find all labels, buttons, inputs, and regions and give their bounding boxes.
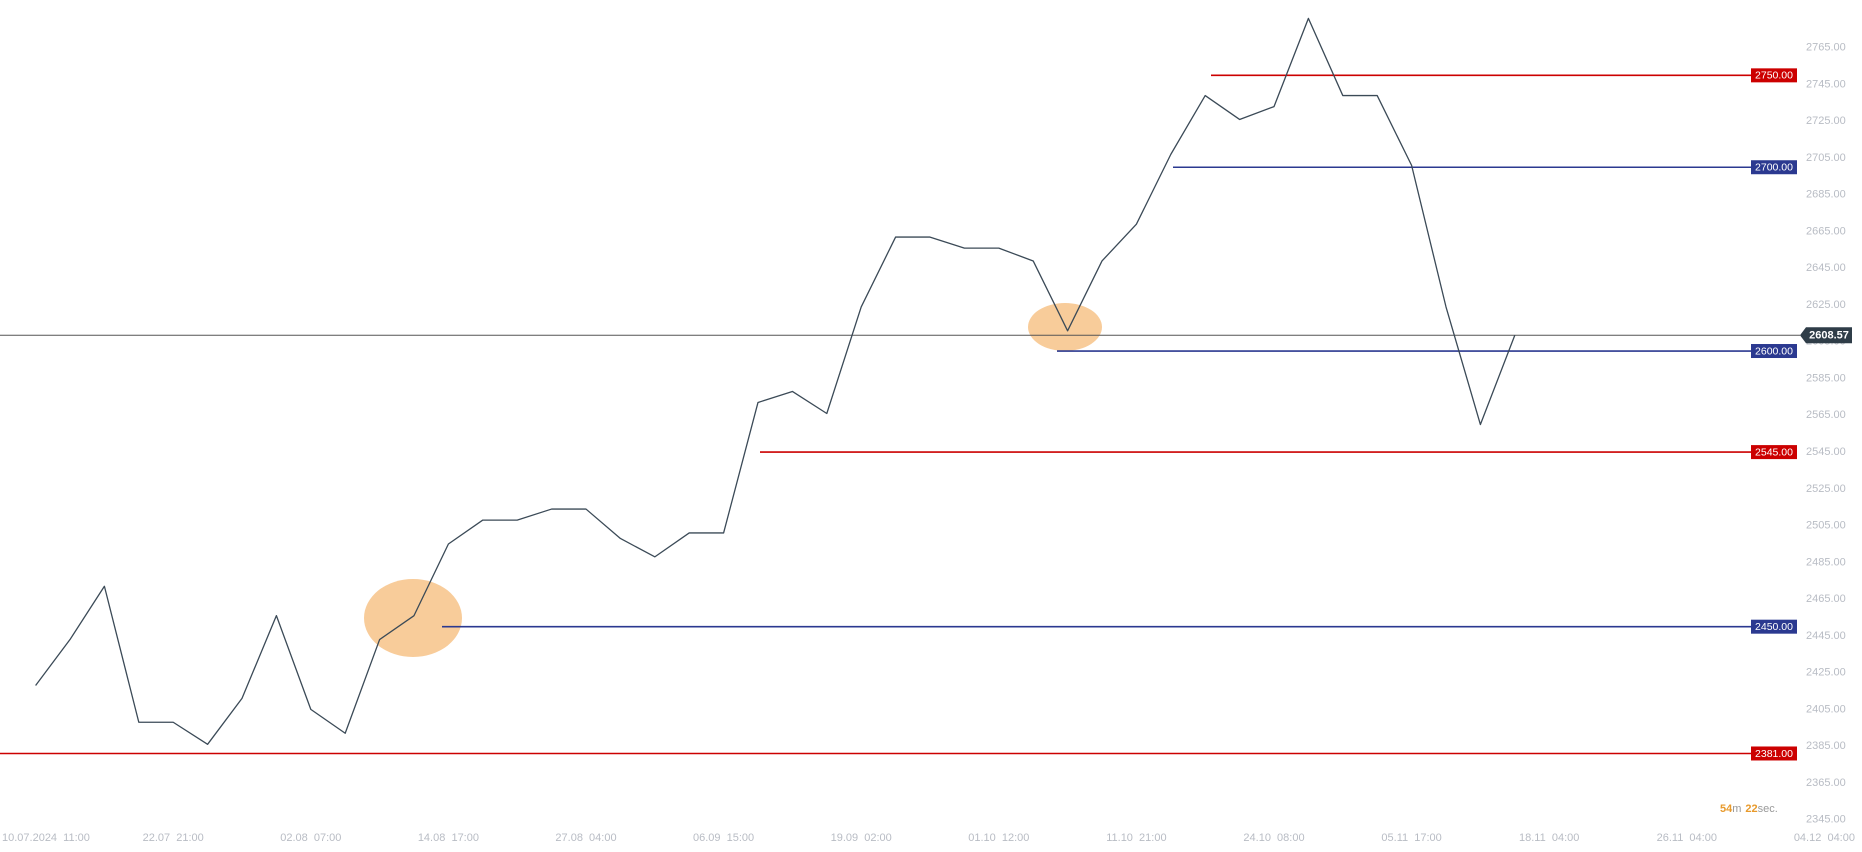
x-tick-label: 22.07 21:00 [143, 832, 204, 844]
x-tick-label: 26.11 04:00 [1657, 832, 1717, 844]
y-tick-label: 2705.00 [1806, 152, 1846, 164]
y-tick-label: 2385.00 [1806, 740, 1846, 752]
x-tick-label: 14.08 17:00 [418, 832, 479, 844]
seconds-unit: sec. [1758, 803, 1778, 815]
x-tick-label: 19.09 02:00 [831, 832, 892, 844]
highlight [364, 579, 462, 657]
x-tick-label: 24.10 08:00 [1243, 832, 1304, 844]
x-tick-label: 04.12 04:00 [1794, 832, 1855, 844]
price-line [35, 17, 1516, 745]
y-tick-label: 2745.00 [1806, 78, 1846, 90]
y-tick-label: 2485.00 [1806, 556, 1846, 568]
x-tick-label: 27.08 04:00 [555, 832, 616, 844]
level-label: 2700.00 [1755, 162, 1793, 174]
x-tick-label: 05.11 17:00 [1381, 832, 1441, 844]
current-price-label: 2608.57 [1809, 330, 1849, 342]
level-label: 2600.00 [1755, 345, 1793, 357]
level-label-box [1751, 445, 1797, 460]
minutes-unit: m [1732, 803, 1741, 815]
y-tick-label: 2345.00 [1806, 814, 1846, 826]
y-tick-label: 2685.00 [1806, 189, 1846, 201]
y-tick-label: 2545.00 [1806, 446, 1846, 458]
x-tick-label: 10.07.2024 11:00 [2, 832, 90, 844]
level-label-box [1751, 68, 1797, 83]
level-label-box [1751, 746, 1797, 761]
x-tick-label: 06.09 15:00 [693, 832, 754, 844]
y-tick-label: 2725.00 [1806, 115, 1846, 127]
y-tick-label: 2665.00 [1806, 225, 1846, 237]
x-tick-label: 18.11 04:00 [1519, 832, 1579, 844]
current-price-box [1800, 327, 1852, 344]
level-label: 2450.00 [1755, 621, 1793, 633]
level-label: 2381.00 [1755, 748, 1793, 760]
y-tick-label: 2525.00 [1806, 483, 1846, 495]
x-tick-label: 11.10 21:00 [1106, 832, 1166, 844]
y-tick-label: 2505.00 [1806, 520, 1846, 532]
x-tick-label: 01.10 12:00 [968, 832, 1029, 844]
highlight [1028, 303, 1102, 351]
y-tick-label: 2625.00 [1806, 299, 1846, 311]
level-label: 2545.00 [1755, 446, 1793, 458]
level-label-box [1751, 619, 1797, 634]
y-tick-label: 2465.00 [1806, 593, 1846, 605]
level-label-box [1751, 160, 1797, 175]
y-tick-label: 2585.00 [1806, 372, 1846, 384]
y-tick-label: 2425.00 [1806, 667, 1846, 679]
level-label-box [1751, 344, 1797, 359]
y-tick-label: 2405.00 [1806, 703, 1846, 715]
countdown: 54m 22sec. [1720, 803, 1778, 815]
y-tick-label: 2445.00 [1806, 630, 1846, 642]
y-tick-label: 2365.00 [1806, 777, 1846, 789]
y-tick-label: 2565.00 [1806, 409, 1846, 421]
y-tick-label: 2645.00 [1806, 262, 1846, 274]
x-tick-label: 02.08 07:00 [280, 832, 341, 844]
minutes: 54 [1720, 803, 1733, 815]
y-tick-label: 2765.00 [1806, 42, 1846, 54]
level-label: 2750.00 [1755, 70, 1793, 82]
seconds: 22 [1745, 803, 1757, 815]
